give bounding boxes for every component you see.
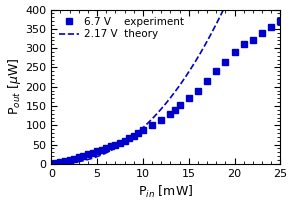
6.7 V    experiment [270,26,273,28]
Y-axis label: P$_{out}$ [$\mu$W]: P$_{out}$ [$\mu$W] [6,58,23,115]
2.17 V  theory [124,140,128,143]
6.7 V    experiment [132,135,136,137]
6.7 V    experiment [196,89,200,92]
6.7 V    experiment [159,118,163,121]
2.17 V  theory [50,163,53,165]
6.7 V    experiment [59,161,62,163]
6.7 V    experiment [105,146,108,149]
6.7 V    experiment [91,151,94,154]
6.7 V    experiment [169,112,172,115]
2.17 V  theory [215,22,218,25]
6.7 V    experiment [141,129,145,131]
6.7 V    experiment [279,20,282,22]
X-axis label: P$_{in}$ [mW]: P$_{in}$ [mW] [138,184,193,200]
6.7 V    experiment [72,157,76,160]
6.7 V    experiment [137,132,140,134]
6.7 V    experiment [173,109,177,111]
6.7 V    experiment [150,124,154,126]
2.17 V  theory [77,160,81,163]
6.7 V    experiment [127,137,131,140]
6.7 V    experiment [114,143,117,146]
6.7 V    experiment [96,150,99,152]
6.7 V    experiment [260,32,264,34]
6.7 V    experiment [50,163,53,165]
6.7 V    experiment [123,139,126,142]
6.7 V    experiment [251,39,255,42]
6.7 V    experiment [109,145,113,147]
6.7 V    experiment [178,104,181,107]
Legend: 6.7 V    experiment, 2.17 V  theory: 6.7 V experiment, 2.17 V theory [55,14,187,43]
6.7 V    experiment [82,154,85,157]
6.7 V    experiment [54,162,58,164]
6.7 V    experiment [214,70,218,73]
2.17 V  theory [216,20,219,22]
6.7 V    experiment [233,51,236,53]
6.7 V    experiment [63,160,67,162]
6.7 V    experiment [118,142,122,144]
6.7 V    experiment [68,158,71,161]
6.7 V    experiment [86,153,90,156]
2.17 V  theory [194,60,197,63]
6.7 V    experiment [187,97,190,99]
6.7 V    experiment [242,43,246,46]
Line: 6.7 V    experiment: 6.7 V experiment [49,18,283,167]
6.7 V    experiment [205,80,209,82]
6.7 V    experiment [77,156,81,159]
Line: 2.17 V  theory: 2.17 V theory [51,0,280,164]
2.17 V  theory [140,127,144,130]
6.7 V    experiment [100,148,103,151]
6.7 V    experiment [224,60,227,63]
